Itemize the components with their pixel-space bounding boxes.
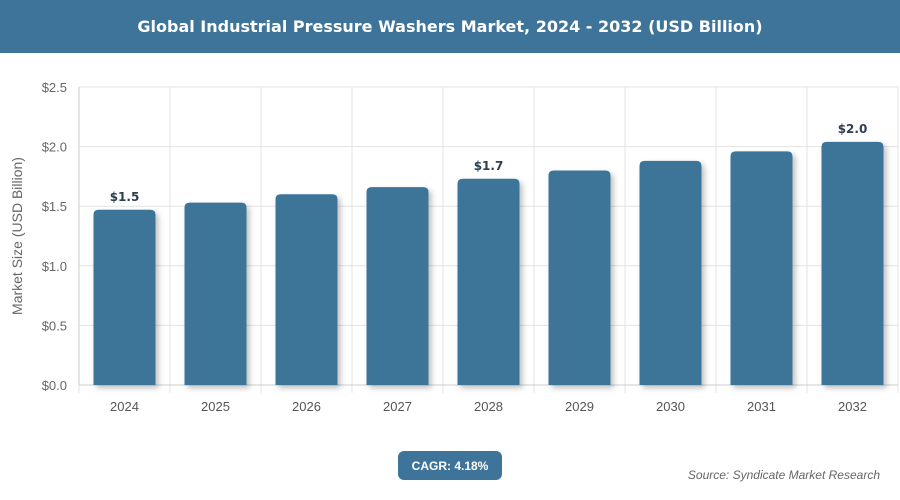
bar-2032 [821,141,884,385]
x-tick-label: 2027 [383,399,412,414]
chart-title: Global Industrial Pressure Washers Marke… [0,0,900,53]
y-tick-label: $1.5 [42,199,67,214]
y-tick-label: $2.5 [42,80,67,95]
data-label-2032: $2.0 [838,122,868,136]
source-text: Source: Syndicate Market Research [687,468,880,482]
bar-2025 [184,202,247,385]
bar-2029 [548,170,611,385]
y-tick-label: $0.0 [42,378,67,393]
bar-2031 [730,151,793,385]
x-tick-label: 2026 [292,399,321,414]
bar-2028 [457,178,520,385]
bar-2027 [366,187,429,385]
x-tick-label: 2028 [474,399,503,414]
x-tick-label: 2031 [747,399,776,414]
x-tick-label: 2029 [565,399,594,414]
x-tick-label: 2024 [110,399,139,414]
data-label-2024: $1.5 [110,190,140,204]
y-tick-label: $0.5 [42,318,67,333]
y-axis-title: Market Size (USD Billion) [9,157,25,315]
x-tick-label: 2032 [838,399,867,414]
x-tick-label: 2025 [201,399,230,414]
bar-2030 [639,160,702,385]
data-label-2028: $1.7 [474,159,504,173]
x-tick-label: 2030 [656,399,685,414]
y-tick-label: $1.0 [42,259,67,274]
bar-2024 [93,209,156,385]
y-tick-label: $2.0 [42,140,67,155]
cagr-badge: CAGR: 4.18% [398,451,502,480]
bar-2026 [275,194,338,385]
